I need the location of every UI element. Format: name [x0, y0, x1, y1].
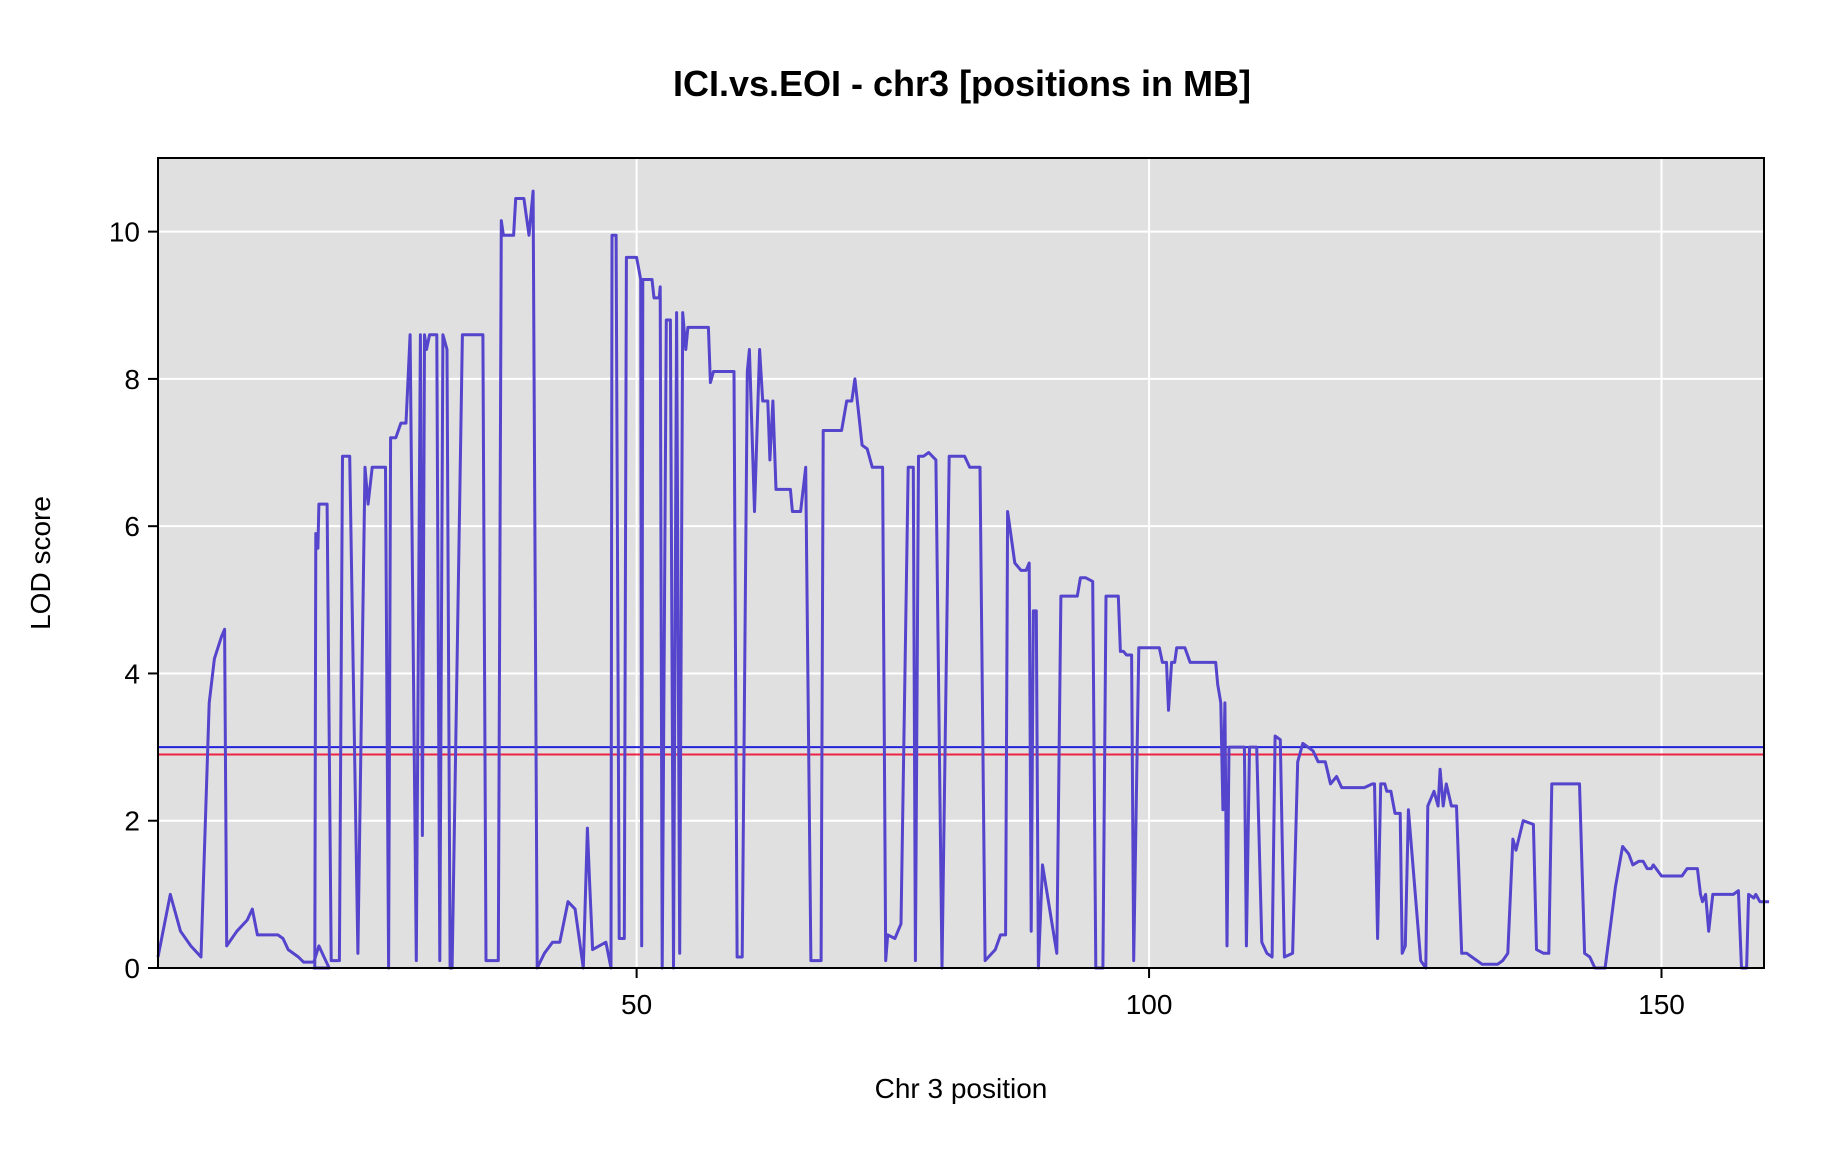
lod-series-line	[156, 189, 1770, 970]
y-tick-label: 10	[109, 217, 140, 248]
plot-background	[158, 158, 1764, 968]
chart-title: ICI.vs.EOI - chr3 [positions in MB]	[673, 63, 1251, 104]
x-axis-label: Chr 3 position	[875, 1073, 1048, 1104]
x-axis-ticks: 50 100 150	[621, 968, 1685, 1020]
y-axis-label: LOD score	[25, 496, 56, 630]
y-tick-label: 8	[124, 364, 140, 395]
x-tick-label: 50	[621, 989, 652, 1020]
y-tick-label: 6	[124, 511, 140, 542]
y-tick-label: 0	[124, 953, 140, 984]
y-tick-label: 2	[124, 806, 140, 837]
plot-frame	[157, 157, 1765, 969]
threshold-lines	[158, 746, 1764, 756]
y-axis-ticks: 0 2 4 6 8 10	[109, 217, 158, 984]
y-tick-label: 4	[124, 658, 140, 689]
x-tick-label: 150	[1638, 989, 1685, 1020]
x-tick-label: 100	[1126, 989, 1173, 1020]
series-lines	[156, 189, 1770, 970]
